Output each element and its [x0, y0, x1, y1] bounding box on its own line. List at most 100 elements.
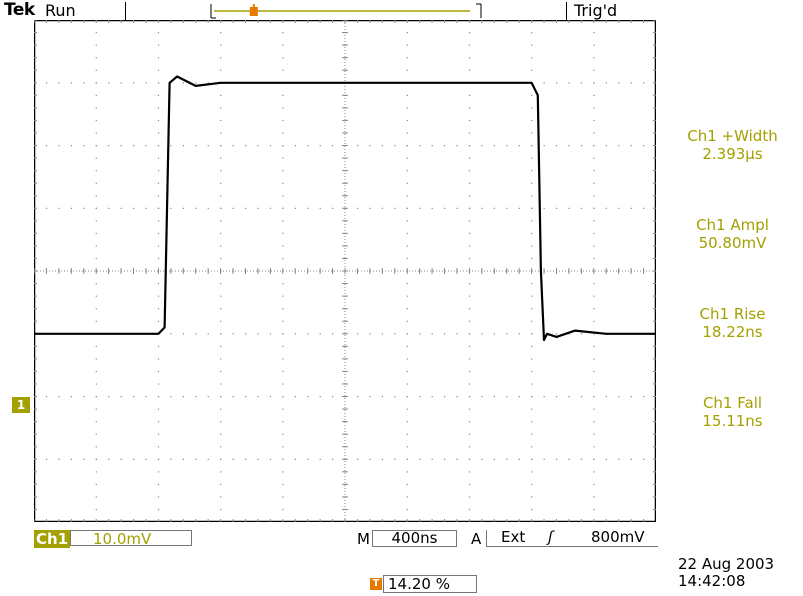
grid-dot — [593, 94, 595, 96]
grid-dot — [282, 94, 284, 96]
vertical-scale[interactable]: 10.0mV — [70, 530, 192, 547]
ch1-waveform-trace — [34, 75, 656, 342]
grid-dot — [157, 182, 160, 184]
grid-dot — [332, 396, 334, 398]
grid-dot — [369, 458, 371, 460]
grid-dot — [157, 345, 160, 347]
grid-dot — [220, 132, 222, 134]
grid-dot — [531, 170, 533, 172]
grid-dot — [319, 333, 321, 335]
grid-dot — [145, 207, 147, 209]
horizontal-scale[interactable]: 400ns — [372, 530, 457, 547]
grid-dot — [531, 132, 533, 134]
grid-dot — [220, 195, 222, 197]
grid-dot — [58, 207, 60, 209]
grid-dot — [394, 333, 396, 335]
grid-dot — [332, 207, 334, 209]
grid-dot — [207, 145, 209, 147]
grid-dot — [356, 207, 359, 209]
grid-dot — [456, 396, 458, 398]
grid-dot — [282, 458, 284, 460]
grid-dot — [282, 232, 284, 235]
grid-dot — [630, 396, 632, 398]
measurement-label: Ch1 Ampl — [696, 216, 769, 234]
grid-dot — [468, 283, 471, 285]
grid-dot — [157, 458, 160, 460]
grid-dot — [518, 207, 520, 209]
grid-dot — [506, 458, 508, 460]
grid-dot — [369, 333, 371, 335]
grid-dot — [406, 44, 408, 46]
trigger-position-readout[interactable]: 14.20 % — [383, 575, 477, 593]
grid-dot — [394, 207, 396, 209]
grid-dot — [531, 69, 533, 71]
header-divider — [566, 2, 567, 20]
grid-dot — [282, 471, 284, 473]
grid-dot — [220, 370, 222, 373]
grid-dot — [356, 333, 359, 335]
grid-dot — [431, 333, 433, 335]
grid-dot — [145, 396, 147, 398]
grid-dot — [182, 207, 184, 209]
grid-dot — [195, 82, 197, 84]
grid-dot — [220, 170, 222, 172]
grid-dot — [406, 170, 408, 172]
grid-dot — [406, 94, 408, 96]
grid-dot — [593, 333, 595, 335]
grid-dot — [381, 458, 384, 460]
grid-dot — [95, 471, 97, 473]
grid-dot — [431, 207, 433, 209]
grid-dot — [593, 132, 595, 134]
grid-dot — [518, 396, 520, 398]
grid-dot — [568, 207, 570, 209]
grid-dot — [456, 458, 458, 460]
grid-dot — [95, 508, 97, 511]
grid-dot — [220, 333, 222, 335]
grid-dot — [605, 207, 607, 209]
grid-dot — [543, 145, 545, 147]
grid-dot — [531, 32, 533, 34]
grid-dot — [282, 408, 284, 410]
grid-dot — [157, 157, 160, 159]
grid-dot — [170, 396, 172, 398]
grid-dot — [568, 396, 570, 398]
grid-dot — [220, 145, 222, 147]
header-divider — [125, 2, 126, 20]
measurement-label: Ch1 Rise — [699, 305, 766, 323]
trigger-settings[interactable]: Ext ʃ 800mV — [486, 530, 658, 547]
grid-dot — [381, 396, 384, 398]
grid-dot — [419, 145, 421, 147]
ch1-ground-marker[interactable]: 1 — [12, 397, 30, 413]
grid-dot — [282, 157, 284, 159]
grid-dot — [555, 333, 558, 335]
trigger-status: Trig'd — [574, 1, 618, 20]
grid-dot — [555, 145, 558, 147]
grid-dot — [220, 107, 222, 109]
grid-dot — [282, 483, 284, 486]
grid-dot — [145, 82, 147, 84]
grid-dot — [468, 396, 471, 398]
grid-dot — [506, 333, 508, 335]
grid-dot — [444, 145, 446, 147]
grid-dot — [468, 383, 471, 385]
grid-dot — [157, 94, 160, 96]
grid-dot — [257, 458, 259, 460]
grid-dot — [580, 396, 583, 398]
grid-dot — [381, 333, 384, 335]
grid-dot — [531, 496, 533, 498]
grid-dot — [220, 207, 222, 209]
grid-dot — [282, 182, 284, 184]
grid-dot — [468, 207, 471, 209]
grid-dot — [95, 358, 97, 360]
grid-dot — [220, 57, 222, 59]
grid-dot — [406, 383, 408, 385]
grid-dot — [406, 69, 408, 71]
grid-dot — [157, 57, 160, 59]
grid-dot — [307, 458, 309, 460]
grid-dot — [580, 207, 583, 209]
grid-dot — [531, 383, 533, 385]
grid-dot — [95, 295, 97, 297]
grid-dot — [95, 245, 97, 247]
grid-dot — [444, 458, 446, 460]
channel-indicator[interactable]: Ch1 — [34, 530, 70, 548]
